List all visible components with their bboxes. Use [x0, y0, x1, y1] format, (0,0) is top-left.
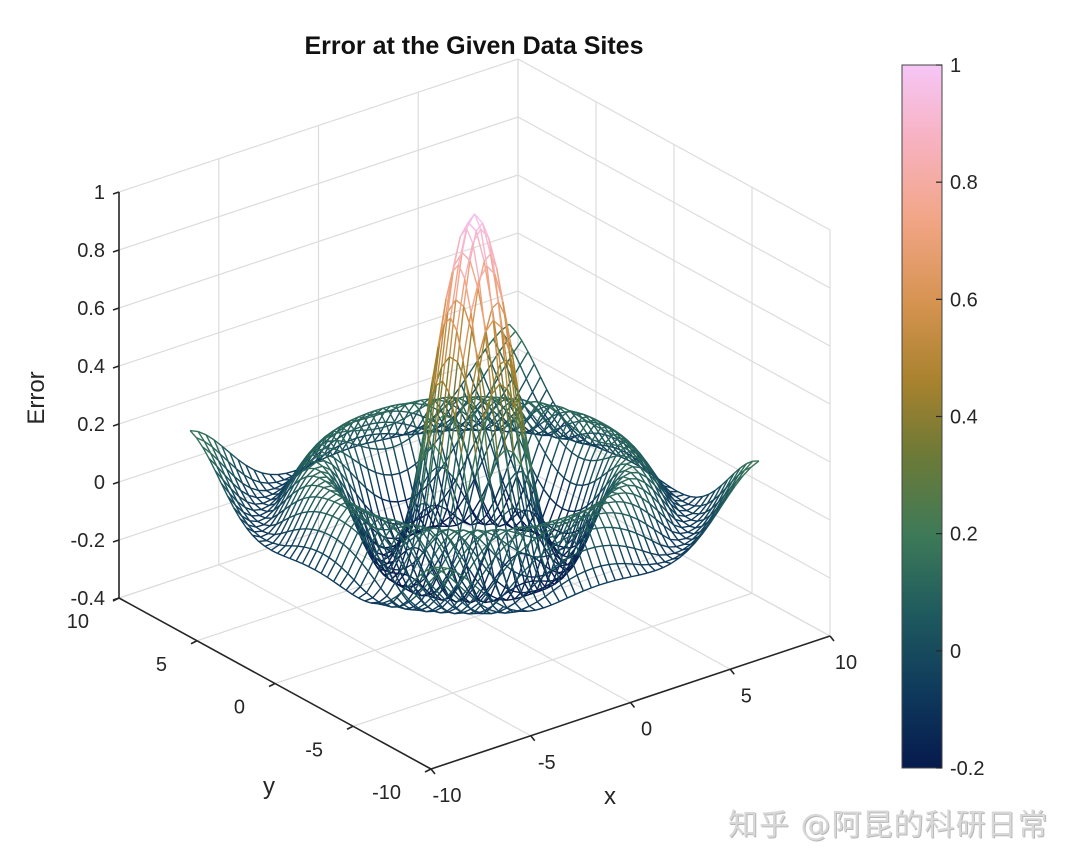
- colorbar-tick-label: 0.2: [950, 524, 978, 546]
- colorbar-tick-label: 0.4: [950, 407, 978, 429]
- colorbar-tick-label: -0.2: [950, 758, 984, 780]
- y-tick-label: 10: [67, 611, 89, 633]
- z-tick-label: 0: [94, 472, 105, 494]
- y-tick-label: 0: [234, 697, 245, 719]
- z-tick-label: 1: [94, 182, 105, 204]
- tick-labels: -0.4 -0.2 0 0.2 0.4 0.6 0.8 1 -10 -5 0 5 10 -10 -5 0 5 10: [67, 182, 857, 807]
- z-tick-label: -0.4: [71, 588, 105, 610]
- axes-lines: [112, 191, 835, 775]
- x-tick-label: 5: [741, 685, 752, 707]
- colorbar-tick-label: 0: [950, 641, 961, 663]
- y-tick-label: 5: [156, 654, 167, 676]
- colorbar-tick-label: 0.6: [950, 289, 978, 311]
- z-axis-label: Error: [23, 371, 50, 424]
- y-tick-label: -10: [372, 782, 401, 804]
- z-tick-label: 0.4: [77, 356, 105, 378]
- x-tick-label: -5: [538, 752, 556, 774]
- x-tick-label: -10: [433, 785, 462, 807]
- y-tick-label: -5: [305, 739, 323, 761]
- chart-title: Error at the Given Data Sites: [304, 32, 643, 60]
- z-tick-label: 0.2: [77, 414, 105, 436]
- x-tick-label: 0: [641, 719, 652, 741]
- z-tick-label: 0.6: [77, 298, 105, 320]
- z-tick-label: 0.8: [77, 240, 105, 262]
- colorbar: -0.2 0 0.2 0.4 0.6 0.8 1: [901, 55, 984, 780]
- colorbar-tick-label: 0.8: [950, 172, 978, 194]
- z-tick-label: -0.2: [71, 530, 105, 552]
- surface-mesh: [189, 213, 760, 615]
- y-axis-label: y: [263, 773, 275, 800]
- colorbar-tick-label: 1: [950, 55, 961, 77]
- x-tick-label: 10: [835, 652, 857, 674]
- watermark: 知乎 @阿昆的科研日常: [728, 808, 1049, 843]
- x-axis-label: x: [604, 783, 616, 810]
